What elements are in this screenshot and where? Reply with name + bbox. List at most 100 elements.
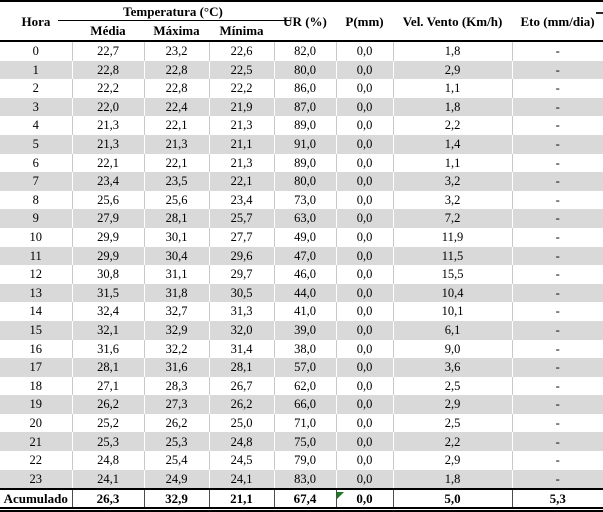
cell: 29,9 (71, 246, 144, 266)
cell: 19 (29, 397, 43, 412)
cell: 41,0 (273, 302, 337, 321)
cell: 2 (32, 81, 39, 96)
cell: 25,7 (208, 209, 275, 228)
cell: 25,2 (71, 413, 144, 433)
table-row: 8 25,6 25,6 23,4 73,0 0,0 3,2- (0, 190, 603, 210)
table-row: 0 22,7 23,2 22,6 82,0 0,0 1,8- (0, 41, 603, 61)
cell: 0,0 (335, 283, 394, 303)
cell-error-indicator-icon (337, 492, 344, 499)
cell: 63,0 (273, 209, 337, 228)
header-minima: Mínima (209, 21, 275, 42)
right-edge-tick (596, 12, 603, 14)
table-top-rule (0, 0, 603, 2)
cell: 25,4 (143, 451, 209, 470)
cell: 24,8 (208, 432, 275, 452)
cell: - (511, 227, 603, 247)
cell: 9,0 (392, 339, 513, 359)
cell: 21,1 (208, 134, 275, 154)
cell: 0,0 (335, 41, 394, 61)
cell: 30,1 (143, 227, 209, 247)
table-row: 12 30,8 31,1 29,7 46,0 0,0 15,5- (0, 265, 603, 284)
cell: 30,5 (208, 283, 275, 303)
table-row: 3 22,0 22,4 21,9 87,0 0,0 1,8- (0, 97, 603, 117)
table-row: 20 25,2 26,2 25,0 71,0 0,0 2,5- (0, 413, 603, 433)
accumulated-label: Acumulado (0, 488, 72, 510)
cell: 0,0 (335, 79, 394, 98)
cell: 22,8 (143, 79, 209, 98)
cell: 11,9 (392, 227, 513, 247)
cell: 21,3 (208, 153, 275, 173)
accumulated-eto: 5,3 (511, 488, 603, 510)
cell: 0,0 (335, 358, 394, 377)
cell: 0,0 (335, 469, 394, 490)
cell: 29,7 (208, 265, 275, 284)
cell: 0,0 (335, 97, 394, 117)
cell: 1,1 (392, 79, 513, 98)
cell: 17 (29, 360, 43, 375)
cell: 31,6 (143, 358, 209, 377)
cell: 3,6 (392, 358, 513, 377)
cell: 0,0 (335, 190, 394, 210)
cell: 49,0 (273, 227, 337, 247)
cell: 26,2 (71, 395, 144, 414)
cell: 28,1 (208, 358, 275, 377)
cell: 0,0 (335, 395, 394, 414)
cell: 22,8 (71, 60, 144, 80)
cell: 7 (32, 174, 39, 189)
cell: 66,0 (273, 395, 337, 414)
cell: 91,0 (273, 134, 337, 154)
cell: 31,6 (71, 339, 144, 359)
cell: 10 (29, 229, 43, 244)
cell: 2,9 (392, 395, 513, 414)
cell: 27,7 (208, 227, 275, 247)
cell: 31,4 (208, 339, 275, 359)
cell: 31,3 (208, 302, 275, 321)
cell: 6 (32, 155, 39, 170)
cell: 23,5 (143, 172, 209, 191)
cell: 18 (29, 378, 43, 393)
cell: 24,9 (143, 469, 209, 490)
cell: 21,3 (208, 116, 275, 135)
header-vel-vento: Vel. Vento (Km/h) (393, 2, 513, 42)
cell: 57,0 (273, 358, 337, 377)
cell: 22 (29, 453, 43, 468)
cell: - (511, 79, 603, 98)
cell: 25,6 (71, 190, 144, 210)
table-row: 10 29,9 30,1 27,7 49,0 0,0 11,9- (0, 227, 603, 247)
temperatura-group-underline (58, 20, 291, 21)
cell: 27,1 (71, 376, 144, 396)
cell: - (511, 302, 603, 321)
cell: 1,1 (392, 153, 513, 173)
table-row: 6 22,1 22,1 21,3 89,0 0,0 1,1- (0, 153, 603, 173)
cell: 0,0 (335, 172, 394, 191)
cell: - (511, 209, 603, 228)
cell: 71,0 (273, 413, 337, 433)
cell: 22,1 (143, 116, 209, 135)
cell: 86,0 (273, 79, 337, 98)
accumulated-p: 0,0 (335, 488, 394, 510)
cell: - (511, 320, 603, 340)
table-row: 1 22,8 22,8 22,5 80,0 0,0 2,9- (0, 60, 603, 80)
cell: 13 (29, 285, 43, 300)
table-row: 5 21,3 21,3 21,1 91,0 0,0 1,4- (0, 134, 603, 154)
accumulated-row: Acumulado 26,3 32,9 21,1 67,4 0,0 5,0 5,… (0, 488, 603, 510)
cell: 23,4 (208, 190, 275, 210)
cell: 3,2 (392, 190, 513, 210)
cell: 28,1 (71, 358, 144, 377)
cell: - (511, 265, 603, 284)
cell: 1,8 (392, 469, 513, 490)
cell: 11 (29, 248, 42, 263)
cell: 22,4 (143, 97, 209, 117)
cell: 22,8 (143, 60, 209, 80)
table-row: 11 29,9 30,4 29,6 47,0 0,0 11,5- (0, 246, 603, 266)
cell: 47,0 (273, 246, 337, 266)
cell: 2,5 (392, 376, 513, 396)
cell: 1,8 (392, 97, 513, 117)
cell: 80,0 (273, 172, 337, 191)
cell: 23,2 (143, 41, 209, 61)
header-eto: Eto (mm/dia) (512, 2, 603, 42)
cell: 16 (29, 341, 43, 356)
cell: 2,2 (392, 432, 513, 452)
cell: 25,3 (71, 432, 144, 452)
